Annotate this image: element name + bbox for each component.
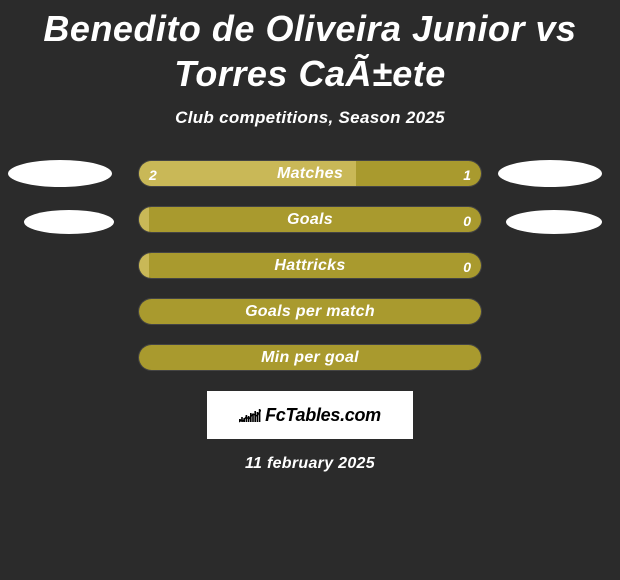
stat-value-right: 0 — [463, 253, 471, 279]
stat-label: Goals — [139, 207, 481, 232]
left-ellipse — [8, 160, 112, 187]
stat-bar: Goals0 — [138, 206, 482, 233]
stat-label: Goals per match — [139, 299, 481, 324]
stat-bar: Hattricks0 — [138, 252, 482, 279]
footer-date: 11 february 2025 — [0, 455, 620, 473]
stat-bar: Goals per match — [138, 298, 482, 325]
stat-label: Matches — [139, 161, 481, 186]
right-ellipse — [498, 160, 602, 187]
stat-rows: Matches21Goals0Hattricks0Goals per match… — [0, 160, 620, 371]
logo-text: FcTables.com — [265, 405, 381, 426]
right-ellipse — [506, 210, 602, 234]
stat-row: Hattricks0 — [0, 252, 620, 279]
chart-icon — [239, 405, 261, 425]
stat-bar: Min per goal — [138, 344, 482, 371]
stat-value-right: 1 — [463, 161, 471, 187]
page-title: Benedito de Oliveira Junior vs Torres Ca… — [0, 0, 620, 96]
stat-value-left: 2 — [149, 161, 157, 187]
stat-value-right: 0 — [463, 207, 471, 233]
comparison-infographic: Benedito de Oliveira Junior vs Torres Ca… — [0, 0, 620, 580]
stat-row: Goals0 — [0, 206, 620, 233]
stat-row: Goals per match — [0, 298, 620, 325]
left-ellipse — [24, 210, 114, 234]
stat-row: Min per goal — [0, 344, 620, 371]
stat-label: Min per goal — [139, 345, 481, 370]
stat-label: Hattricks — [139, 253, 481, 278]
stat-bar: Matches2 1 — [138, 160, 482, 187]
stat-row: Matches2 1 — [0, 160, 620, 187]
logo-box: FcTables.com — [207, 391, 413, 439]
subtitle: Club competitions, Season 2025 — [0, 108, 620, 128]
